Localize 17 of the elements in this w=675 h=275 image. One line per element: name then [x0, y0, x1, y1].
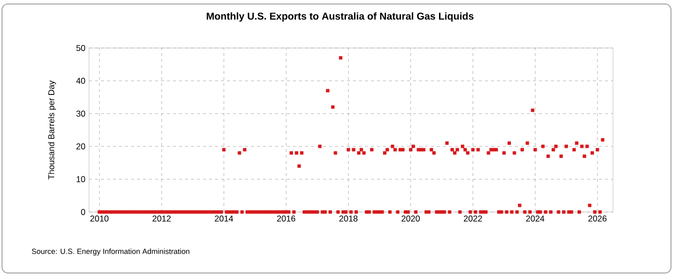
y-tick-label: 40 [76, 78, 86, 84]
x-tick-label: 2018 [339, 216, 358, 222]
y-axis-title: Thousand Barrels per Day [48, 80, 56, 180]
y-tick-label: 0 [81, 208, 86, 215]
y-tick-label: 30 [76, 110, 86, 117]
y-tick-label: 50 [76, 44, 86, 52]
x-tick-label: 2010 [90, 216, 108, 222]
x-tick-label: 2022 [464, 216, 482, 222]
y-tick-label: 20 [76, 143, 86, 150]
x-tick-label: 2012 [152, 216, 171, 222]
x-tick-label: 2014 [214, 216, 234, 222]
x-tick-label: 2020 [402, 216, 420, 222]
chart-title: Monthly U.S. Exports to Australia of Natural Gas Liquids [206, 12, 474, 22]
x-tick-label: 2024 [526, 216, 544, 222]
y-tick-label: 10 [76, 176, 86, 182]
x-tick-label: 2016 [277, 216, 296, 222]
x-tick-label: 2026 [588, 216, 607, 222]
